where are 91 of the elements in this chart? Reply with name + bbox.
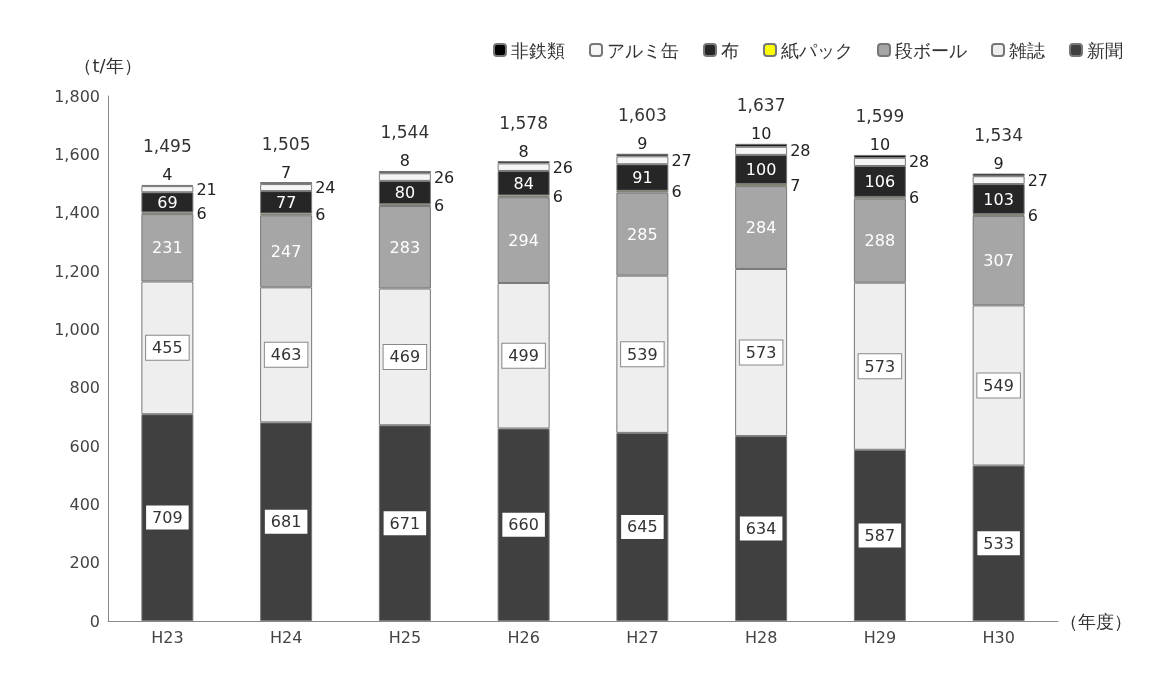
y-tick-label: 400 <box>69 494 100 514</box>
data-label: 634 <box>745 519 777 539</box>
legend-label: アルミ缶 <box>607 39 679 61</box>
data-label: 26 <box>552 157 573 177</box>
data-label: 6 <box>1027 205 1038 225</box>
data-label: 69 <box>157 192 178 212</box>
data-label: 283 <box>389 237 421 257</box>
data-label: 533 <box>983 533 1014 553</box>
x-tick-label: H23 <box>151 627 184 647</box>
data-label: 463 <box>270 345 302 365</box>
data-label: 8 <box>518 141 529 161</box>
data-label: 7 <box>790 175 801 195</box>
data-label: 288 <box>864 231 896 251</box>
data-label: 10 <box>869 135 891 155</box>
data-label: 4 <box>162 165 173 185</box>
legend-label: 布 <box>721 39 739 61</box>
data-label: 9 <box>637 134 648 154</box>
data-label: 100 <box>745 160 777 179</box>
data-label: 455 <box>152 338 183 358</box>
data-label: 28 <box>790 141 811 161</box>
data-label: 26 <box>433 167 455 187</box>
x-tick-label: H27 <box>626 627 659 647</box>
data-label: 549 <box>983 375 1014 395</box>
data-label: 103 <box>983 189 1014 209</box>
data-label: 587 <box>864 525 896 545</box>
data-label: 6 <box>196 203 207 223</box>
data-label: 573 <box>745 343 777 363</box>
data-label: 645 <box>627 517 658 537</box>
data-label: 6 <box>552 186 563 206</box>
legend-label: 非鉄類 <box>511 39 565 61</box>
data-label: 573 <box>864 356 896 376</box>
y-tick-label: 1,600 <box>54 144 100 164</box>
data-label: 28 <box>908 152 930 172</box>
data-label: 709 <box>152 508 183 528</box>
x-tick-label: H25 <box>388 627 422 647</box>
data-label: 6 <box>908 188 920 208</box>
data-label: 6 <box>433 195 445 215</box>
total-label: 1,603 <box>618 105 667 126</box>
y-tick-label: 1,400 <box>54 203 100 223</box>
data-label: 106 <box>864 171 896 191</box>
total-label: 1,505 <box>261 133 311 154</box>
legend-label: 雑誌 <box>1009 39 1045 61</box>
data-label: 27 <box>671 150 692 170</box>
data-label: 671 <box>389 513 421 533</box>
total-label: 1,599 <box>855 106 905 127</box>
y-tick-label: 200 <box>69 553 100 573</box>
data-label: 6 <box>315 204 326 224</box>
total-label: 1,637 <box>736 95 786 116</box>
data-label: 10 <box>750 124 772 144</box>
x-axis-title: （年度） <box>1060 610 1132 632</box>
legend-label: 新聞 <box>1087 39 1123 61</box>
data-label: 8 <box>399 151 410 171</box>
data-label: 285 <box>627 224 658 244</box>
data-label: 499 <box>508 346 539 366</box>
data-label: 27 <box>1027 170 1048 190</box>
data-label: 247 <box>270 241 302 261</box>
total-label: 1,495 <box>143 136 192 157</box>
x-tick-label: H29 <box>863 627 897 647</box>
total-label: 1,544 <box>380 122 430 143</box>
y-tick-label: 1,000 <box>54 319 100 339</box>
y-tick-label: 1,800 <box>54 86 100 106</box>
data-label: 660 <box>508 515 539 535</box>
y-tick-label: 800 <box>69 378 100 398</box>
data-label: 91 <box>632 168 653 188</box>
data-label: 6 <box>671 182 682 202</box>
x-tick-label: H28 <box>744 627 778 647</box>
data-label: 7 <box>281 162 292 182</box>
total-label: 1,578 <box>499 112 548 133</box>
y-tick-label: 1,200 <box>54 261 100 281</box>
data-label: 9 <box>993 154 1004 174</box>
data-label: 231 <box>152 238 183 258</box>
data-label: 681 <box>270 512 302 532</box>
data-label: 284 <box>745 218 777 238</box>
data-label: 80 <box>394 183 416 203</box>
x-tick-label: H24 <box>269 627 303 647</box>
data-label: 539 <box>627 344 658 364</box>
data-label: 307 <box>983 251 1014 271</box>
legend-label: 紙パック <box>781 39 853 61</box>
y-tick-label: 600 <box>69 436 100 456</box>
y-axis-title: （t/年） <box>74 54 142 76</box>
legend-label: 段ボール <box>895 39 967 61</box>
data-label: 21 <box>196 179 217 199</box>
data-label: 84 <box>513 173 534 193</box>
data-label: 294 <box>508 230 539 250</box>
x-tick-label: H26 <box>507 627 540 647</box>
data-label: 77 <box>275 192 297 212</box>
data-label: 24 <box>315 178 336 198</box>
data-label: 469 <box>389 347 421 367</box>
y-tick-label: 0 <box>89 611 100 631</box>
total-label: 1,534 <box>974 125 1023 146</box>
x-tick-label: H30 <box>982 627 1015 647</box>
